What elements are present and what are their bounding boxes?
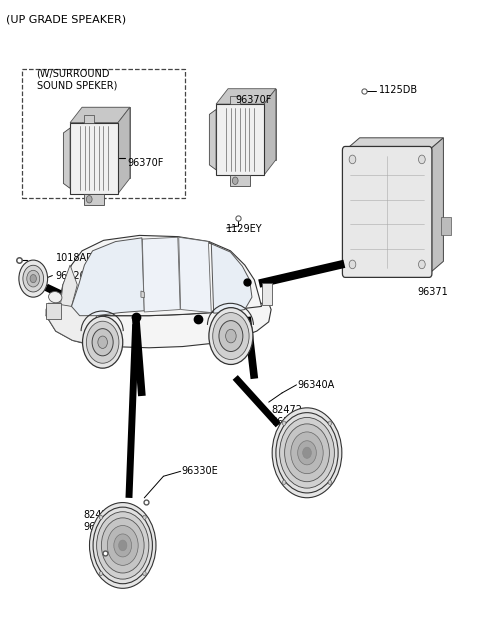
- Circle shape: [119, 540, 127, 551]
- Polygon shape: [209, 243, 252, 313]
- Polygon shape: [46, 303, 271, 348]
- Circle shape: [99, 515, 103, 519]
- Polygon shape: [72, 238, 144, 316]
- Polygon shape: [228, 89, 276, 160]
- Circle shape: [99, 571, 103, 576]
- Circle shape: [209, 308, 253, 365]
- Text: 82472: 82472: [83, 509, 114, 519]
- Text: 1129EY: 1129EY: [226, 224, 262, 234]
- Text: 96370F: 96370F: [128, 157, 164, 168]
- Text: 1018AD: 1018AD: [56, 253, 95, 263]
- Bar: [84, 115, 94, 123]
- Circle shape: [272, 408, 342, 498]
- Circle shape: [19, 260, 48, 297]
- Circle shape: [143, 571, 146, 576]
- Circle shape: [219, 321, 243, 352]
- Circle shape: [285, 424, 329, 482]
- Circle shape: [280, 417, 335, 488]
- Polygon shape: [141, 291, 144, 298]
- Circle shape: [282, 480, 286, 485]
- Circle shape: [27, 271, 40, 287]
- Text: 96370F: 96370F: [235, 95, 272, 105]
- Circle shape: [419, 260, 425, 269]
- Circle shape: [226, 329, 236, 343]
- Text: 96301: 96301: [271, 417, 302, 427]
- Bar: [46, 303, 60, 319]
- Circle shape: [303, 447, 312, 459]
- Text: 96340A: 96340A: [298, 380, 335, 390]
- FancyBboxPatch shape: [22, 69, 185, 198]
- Polygon shape: [118, 107, 130, 194]
- Circle shape: [213, 313, 249, 360]
- Text: 82472: 82472: [271, 405, 302, 415]
- Polygon shape: [216, 89, 276, 104]
- Text: (W/SURROUND
SOUND SPEKER): (W/SURROUND SOUND SPEKER): [36, 69, 117, 90]
- Bar: [230, 97, 240, 104]
- Circle shape: [93, 507, 153, 584]
- Text: 96301: 96301: [83, 522, 114, 532]
- Bar: [70, 123, 118, 194]
- Circle shape: [89, 503, 156, 588]
- Bar: [230, 175, 250, 186]
- Polygon shape: [429, 138, 444, 274]
- Circle shape: [96, 512, 149, 579]
- Polygon shape: [60, 265, 77, 306]
- Bar: [84, 194, 104, 205]
- Circle shape: [349, 155, 356, 164]
- Circle shape: [30, 275, 36, 283]
- Circle shape: [328, 480, 332, 485]
- Circle shape: [349, 260, 356, 269]
- Polygon shape: [143, 237, 180, 312]
- Circle shape: [419, 155, 425, 164]
- Circle shape: [328, 421, 332, 425]
- Circle shape: [143, 515, 146, 519]
- Ellipse shape: [48, 292, 62, 303]
- Bar: [441, 217, 451, 235]
- Bar: [262, 283, 272, 305]
- Circle shape: [282, 421, 286, 425]
- Text: (UP GRADE SPEAKER): (UP GRADE SPEAKER): [6, 14, 127, 24]
- Polygon shape: [63, 128, 70, 188]
- Circle shape: [114, 534, 132, 557]
- Circle shape: [92, 329, 113, 356]
- Circle shape: [108, 526, 138, 565]
- Circle shape: [86, 196, 92, 203]
- Polygon shape: [179, 237, 211, 313]
- Text: 96330E: 96330E: [181, 466, 218, 476]
- Polygon shape: [46, 303, 96, 345]
- Circle shape: [98, 336, 108, 348]
- Polygon shape: [209, 110, 216, 170]
- FancyBboxPatch shape: [342, 147, 432, 277]
- Circle shape: [83, 316, 123, 368]
- Circle shape: [86, 321, 119, 363]
- Polygon shape: [58, 235, 262, 316]
- Polygon shape: [82, 107, 130, 178]
- Polygon shape: [264, 89, 276, 175]
- Circle shape: [101, 518, 144, 573]
- Circle shape: [298, 441, 316, 465]
- Text: 96371: 96371: [417, 287, 448, 297]
- Text: 1125DB: 1125DB: [379, 85, 418, 95]
- Circle shape: [23, 266, 44, 292]
- Circle shape: [232, 177, 238, 184]
- Bar: [216, 104, 264, 175]
- Circle shape: [276, 413, 338, 493]
- Polygon shape: [345, 138, 444, 150]
- Polygon shape: [70, 107, 130, 123]
- Circle shape: [291, 432, 323, 474]
- Text: 96320F: 96320F: [56, 271, 92, 280]
